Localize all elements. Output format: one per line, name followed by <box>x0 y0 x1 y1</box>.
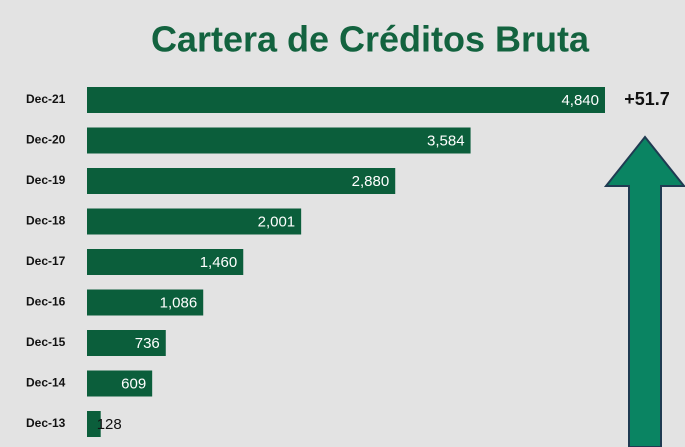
value-label: 2,880 <box>352 173 390 190</box>
y-tick-label: Dec-13 <box>26 416 66 430</box>
value-label: 3,584 <box>427 132 465 149</box>
bar <box>87 289 204 316</box>
bar <box>87 249 244 275</box>
value-label: 736 <box>135 335 160 352</box>
bar <box>87 411 101 437</box>
value-label: 609 <box>121 375 146 392</box>
value-label: 128 <box>97 416 122 433</box>
bar <box>87 168 396 194</box>
y-tick-label: Dec-20 <box>26 133 66 147</box>
growth-annotation: +51.7 <box>624 89 670 109</box>
growth-arrow <box>603 135 685 447</box>
chart-title: Cartera de Créditos Bruta <box>151 19 590 60</box>
bar <box>87 87 605 113</box>
y-tick-label: Dec-21 <box>26 92 66 106</box>
bar <box>87 127 471 154</box>
value-label: 1,086 <box>160 294 198 311</box>
bar <box>87 208 302 235</box>
value-label: 1,460 <box>200 254 238 271</box>
value-label: 4,840 <box>561 92 599 109</box>
bar <box>87 330 166 356</box>
y-tick-label: Dec-16 <box>26 295 66 309</box>
y-tick-label: Dec-17 <box>26 254 66 268</box>
y-tick-label: Dec-14 <box>26 376 66 390</box>
y-tick-label: Dec-18 <box>26 214 66 228</box>
bar <box>87 370 153 397</box>
y-tick-label: Dec-15 <box>26 335 66 349</box>
value-label: 2,001 <box>258 213 296 230</box>
y-tick-label: Dec-19 <box>26 173 66 187</box>
